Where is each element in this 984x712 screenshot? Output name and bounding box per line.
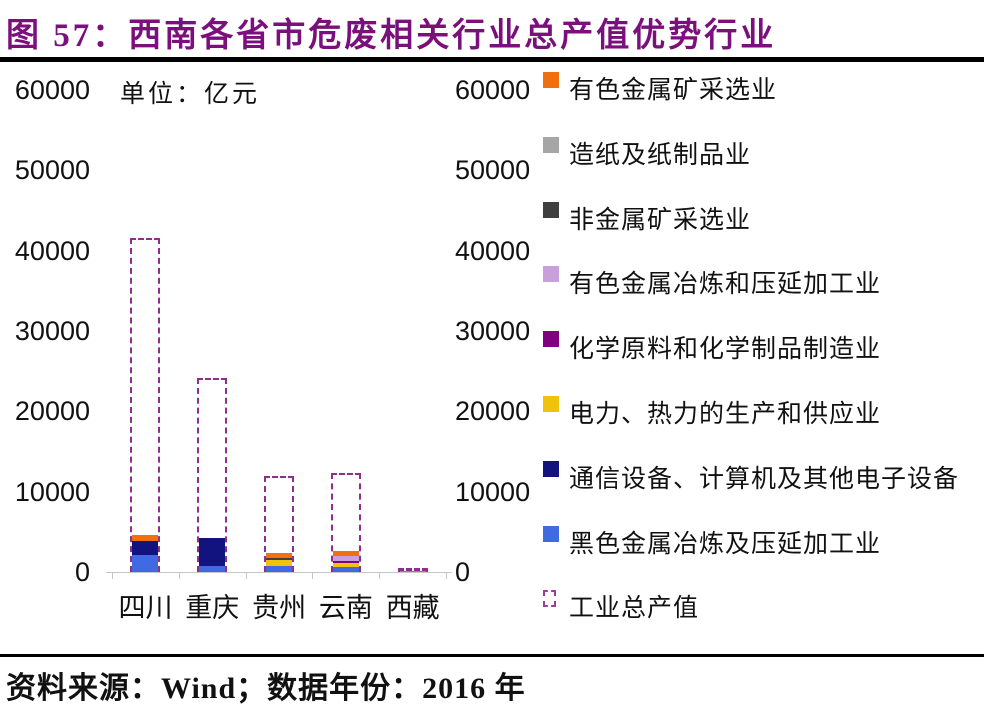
- total-output-outline-四川: [130, 237, 161, 572]
- legend-swatch: [543, 266, 559, 283]
- y-tick-right-50000: 50000: [455, 155, 531, 186]
- legend-swatch: [543, 396, 559, 412]
- title-underline: [0, 57, 984, 62]
- bar-segment-四川: [132, 555, 159, 572]
- plot-area: 四川 重庆 贵州 云南 西藏: [106, 90, 452, 623]
- bar-segment-云南: [332, 561, 359, 563]
- x-axis-tick: [112, 573, 113, 579]
- legend-swatch: [543, 525, 559, 542]
- legend-label: 电力、热力的生产和供应业: [569, 401, 882, 428]
- legend-swatch: [543, 460, 559, 477]
- legend-swatch: [543, 136, 559, 153]
- x-axis-tick: [312, 573, 314, 579]
- source-note: 资料来源：Wind；数据年份：2016 年: [6, 672, 526, 705]
- x-axis-tick: [379, 573, 381, 579]
- y-tick-left-60000: 60000: [14, 75, 90, 105]
- y-tick-right-0: 0: [455, 557, 471, 587]
- legend-label: 有色金属矿采选业: [569, 77, 778, 104]
- bar-segment-云南: [332, 550, 359, 556]
- y-tick-right-60000: 60000: [455, 75, 531, 105]
- y-tick-left-10000: 10000: [14, 476, 90, 507]
- x-label-重庆: 重庆: [185, 593, 240, 623]
- figure-title: 图 57：西南各省市危废相关行业总产值优势行业: [6, 18, 777, 54]
- legend-label: 化学原料和化学制品制造业: [569, 336, 882, 364]
- bar-segment-云南: [332, 567, 359, 572]
- legend-label: 黑色金属冶炼及压延加工业: [569, 530, 882, 558]
- legend-label: 通信设备、计算机及其他电子设备: [569, 465, 960, 493]
- bar-segment-贵州: [266, 559, 292, 567]
- unit-label: 单位：亿元: [120, 81, 261, 108]
- bar-segment-重庆: [199, 538, 226, 566]
- bar-segment-重庆: [199, 565, 226, 572]
- y-tick-left-30000: 30000: [14, 316, 90, 346]
- x-label-四川: 四川: [118, 593, 173, 623]
- bar-segment-四川: [132, 535, 159, 541]
- bar-segment-西藏: [399, 570, 426, 572]
- y-tick-right-40000: 40000: [455, 235, 531, 266]
- bar-segment-四川: [132, 540, 159, 556]
- legend-label: 有色金属冶炼和压延加工业: [569, 271, 882, 299]
- legend-label: 非金属矿采选业: [569, 206, 752, 234]
- legend-swatch: [543, 72, 559, 88]
- legend-label: 工业总产值: [569, 595, 700, 623]
- x-label-云南: 云南: [318, 593, 373, 623]
- legend-label: 造纸及纸制品业: [569, 141, 752, 169]
- y-tick-left-50000: 50000: [14, 155, 90, 186]
- x-axis-tick: [245, 573, 247, 579]
- bar-segment-贵州: [266, 557, 292, 560]
- y-tick-left-20000: 20000: [14, 396, 90, 427]
- x-label-西藏: 西藏: [385, 593, 440, 623]
- y-tick-right-20000: 20000: [455, 396, 531, 427]
- legend-swatch: [543, 201, 559, 218]
- y-tick-right-30000: 30000: [455, 316, 531, 346]
- x-axis-tick: [178, 573, 180, 579]
- x-label-贵州: 贵州: [252, 593, 307, 623]
- bar-segment-云南: [332, 555, 359, 562]
- y-tick-left-0: 0: [74, 557, 90, 587]
- legend-swatch-dashed-outline: [543, 590, 556, 608]
- y-tick-left-40000: 40000: [14, 235, 90, 266]
- footer-rule: [0, 654, 984, 657]
- x-axis-tick: [446, 573, 447, 579]
- x-axis-line: [106, 572, 452, 573]
- y-tick-right-10000: 10000: [455, 476, 531, 507]
- bar-segment-贵州: [266, 566, 292, 572]
- bar-segment-云南: [332, 562, 359, 568]
- legend-swatch: [543, 331, 559, 348]
- bar-segment-贵州: [266, 552, 292, 558]
